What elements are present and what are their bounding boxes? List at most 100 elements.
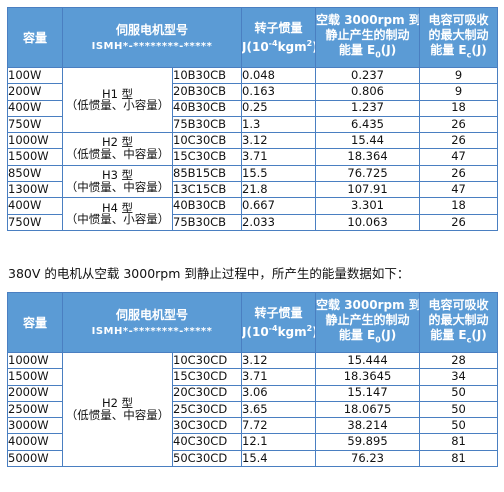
header-max-absorb: 电容可吸收 的最大制动 能量 Ec(J) [419,7,499,68]
capacity-cell: 850W [7,164,63,183]
model-cell: 10C30CB [171,132,243,150]
capacity-cell: 100W [7,66,63,85]
inertia-cell: 21.8 [241,181,317,199]
capacity-cell: 400W [7,197,63,215]
capacity-cell: 4000W [7,433,63,451]
series-type: H3 型 [101,168,134,183]
series-desc: （低惯量、小容量） [65,98,170,113]
braking-energy-cell: 38.214 [315,417,421,435]
series-cell: H2 型 （低惯量、中容量） [62,132,173,166]
inertia-cell: 3.71 [241,368,317,386]
max-absorb-cell: 47 [419,181,499,199]
series-type: H1 型 [101,86,134,101]
inertia-cell: 3.12 [241,132,317,150]
series-type: H4 型 [101,200,134,215]
table-row: 1500W 15C30CD 3.71 18.3645 34 [7,368,499,386]
series-desc: （低惯量、中容量） [65,407,170,422]
table-row: 1300W 13C15CB 21.8 107.91 47 [7,181,499,199]
header-capacity: 容量 [7,292,63,353]
caption-380v: 380V 的电机从空载 3000rpm 到静止过程中，所产生的能量数据如下： [8,266,410,281]
braking-energy-cell: 10.063 [315,213,421,231]
inertia-cell: 3.65 [241,400,317,419]
braking-energy-cell: 76.725 [315,164,421,183]
inertia-cell: 1.3 [241,115,317,134]
inertia-cell: 0.25 [241,99,317,117]
braking-energy-cell: 0.237 [315,66,421,85]
model-cell: 30C30CD [171,417,243,435]
series-cell: H4 型 （中惯量、小容量） [62,197,173,231]
model-cell: 15C30CD [171,368,243,386]
inertia-cell: 0.667 [241,197,317,215]
model-cell: 85B15CB [171,164,243,183]
model-cell: 40B30CB [171,197,243,215]
max-absorb-cell: 9 [419,66,499,85]
table-row: 1000W H2 型 （低惯量、中容量） 10C30CB 3.12 15.44 26 [7,132,499,166]
capacity-cell: 3000W [7,417,63,435]
braking-energy-cell: 15.444 [315,351,421,370]
series-type: H2 型 [101,135,134,150]
capacity-cell: 1000W [7,132,63,150]
capacity-cell: 5000W [7,449,63,468]
inertia-cell: 12.1 [241,433,317,451]
inertia-cell: 7.72 [241,417,317,435]
inertia-cell: 3.71 [241,148,317,166]
max-absorb-cell: 18 [419,99,499,117]
braking-energy-cell: 15.44 [315,132,421,150]
model-cell: 20B30CB [171,83,243,101]
capacity-cell: 400W [7,99,63,117]
capacity-cell: 1300W [7,181,63,199]
braking-energy-cell: 76.23 [315,449,421,468]
header-model-code: ISMH*-********-***** [91,41,213,52]
braking-energy-cell: 15.147 [315,384,421,402]
capacity-cell: 2500W [7,400,63,419]
header-model-title: 伺服电机型号 [116,23,189,37]
max-absorb-cell: 26 [419,213,499,231]
series-type: H2 型 [101,396,134,411]
inertia-cell: 0.048 [241,66,317,85]
max-absorb-cell: 28 [419,351,499,370]
model-cell: 25C30CD [171,400,243,419]
model-cell: 40B30CB [171,99,243,117]
braking-energy-cell: 6.435 [315,115,421,134]
capacity-cell: 750W [7,213,63,231]
model-cell: 75B30CB [171,213,243,231]
header-model-title: 伺服电机型号 [116,308,189,322]
header-model-code: ISMH*-********-***** [91,326,213,337]
model-cell: 50C30CD [171,449,243,468]
model-cell: 20C30CD [171,384,243,402]
inertia-cell: 15.4 [241,449,317,468]
max-absorb-cell: 34 [419,368,499,386]
model-cell: 13C15CB [171,181,243,199]
max-absorb-cell: 26 [419,132,499,150]
series-cell: H3 型 （中惯量、中容量） [62,164,173,199]
inertia-cell: 15.5 [241,164,317,183]
table-row: 5000W 50C30CD 15.4 76.23 81 [7,449,499,468]
inertia-cell: 0.163 [241,83,317,101]
energy-table-380v: 容量 伺服电机型号 ISMH*-********-***** 转子惯量 J(10… [7,292,499,468]
max-absorb-cell: 81 [419,449,499,468]
table-row: 1500W 15C30CB 3.71 18.364 47 [7,148,499,166]
inertia-cell: 2.033 [241,213,317,231]
braking-energy-cell: 107.91 [315,181,421,199]
model-cell: 40C30CD [171,433,243,451]
max-absorb-cell: 26 [419,164,499,183]
series-cell: H1 型 （低惯量、小容量） [62,66,173,134]
table-row: 100W H1 型 （低惯量、小容量） 10B30CB 0.048 0.237 9 [7,66,499,134]
table-row: 850W H3 型 （中惯量、中容量） 85B15CB 15.5 76.725 26 [7,164,499,199]
header-inertia: 转子惯量 J(10-4kgm2) [241,7,317,68]
braking-energy-cell: 18.0675 [315,400,421,419]
braking-energy-cell: 0.806 [315,83,421,101]
table-row: 2500W 25C30CD 3.65 18.0675 50 [7,400,499,419]
model-cell: 75B30CB [171,115,243,134]
energy-table-220v: 容量 伺服电机型号 ISMH*-********-***** 转子惯量 J(10… [7,7,499,231]
max-absorb-cell: 47 [419,148,499,166]
series-desc: （低惯量、中容量） [65,146,170,161]
header-model: 伺服电机型号 ISMH*-********-***** [61,292,243,353]
braking-energy-cell: 3.301 [315,197,421,215]
max-absorb-cell: 9 [419,83,499,101]
header-braking-energy: 空载 3000rpm 到 静止产生的制动 能量 E0(J) [315,7,421,68]
model-cell: 10C30CD [171,351,243,370]
table-row: 3000W 30C30CD 7.72 38.214 50 [7,417,499,435]
series-desc: （中惯量、中容量） [65,179,170,194]
capacity-cell: 1500W [7,148,63,166]
